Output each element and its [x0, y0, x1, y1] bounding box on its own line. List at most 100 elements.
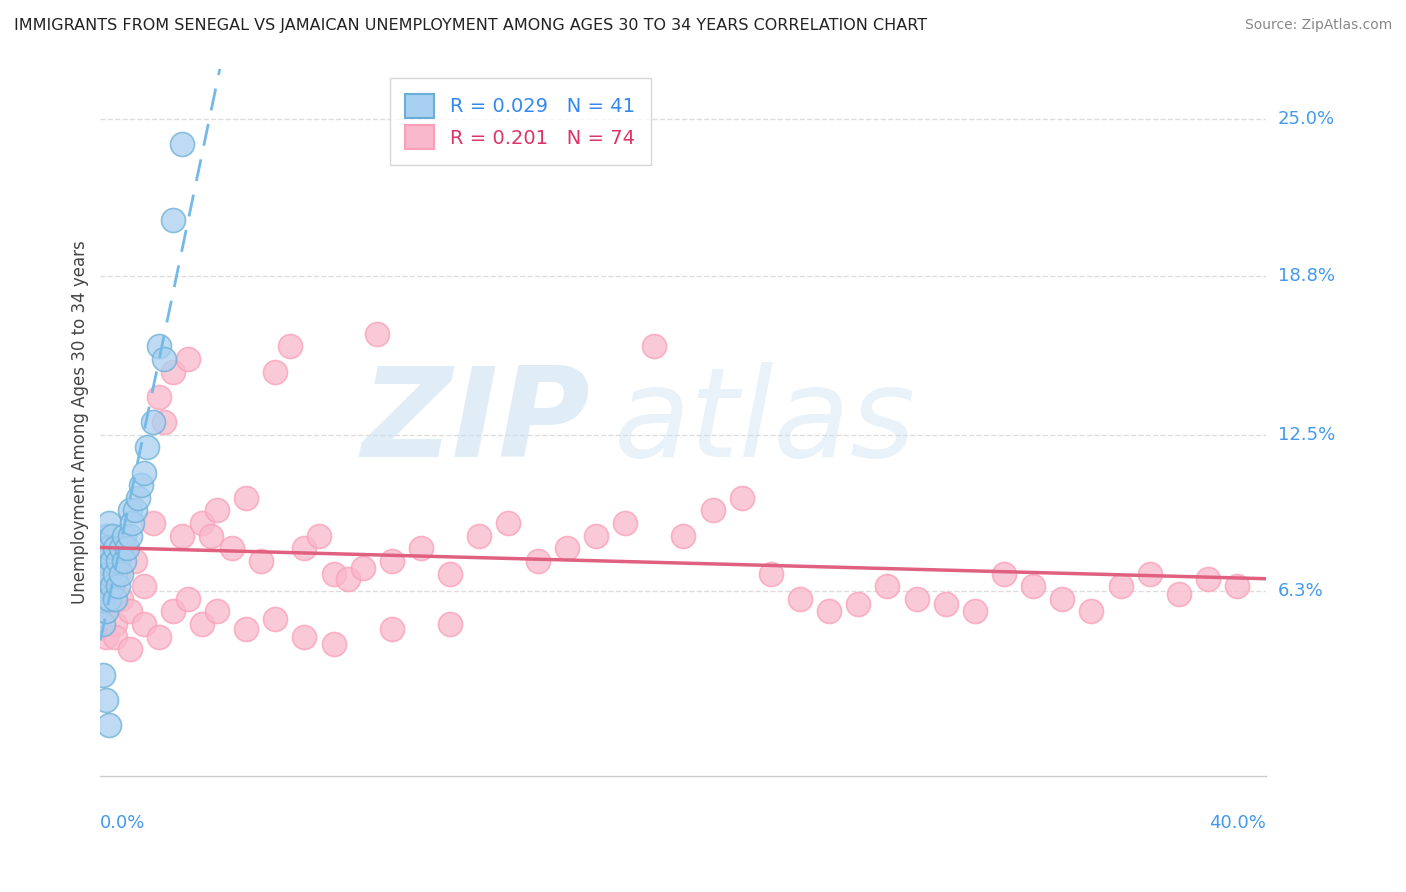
Point	[96, 604, 118, 618]
Point	[352, 561, 374, 575]
Point	[264, 364, 287, 378]
Point	[96, 528, 118, 542]
Point	[136, 440, 159, 454]
Point	[118, 604, 141, 618]
Point	[153, 351, 176, 366]
Point	[91, 591, 114, 606]
Point	[101, 528, 124, 542]
Text: IMMIGRANTS FROM SENEGAL VS JAMAICAN UNEMPLOYMENT AMONG AGES 30 TO 34 YEARS CORRE: IMMIGRANTS FROM SENEGAL VS JAMAICAN UNEM…	[14, 18, 927, 33]
Point	[409, 541, 432, 556]
Point	[98, 591, 121, 606]
Point	[107, 566, 129, 581]
Point	[191, 617, 214, 632]
Point	[153, 415, 176, 429]
Point	[96, 554, 118, 568]
Point	[935, 597, 957, 611]
Point	[963, 604, 986, 618]
Point	[98, 516, 121, 530]
Text: 18.8%: 18.8%	[1278, 267, 1334, 285]
Point	[170, 528, 193, 542]
Point	[91, 667, 114, 681]
Point	[112, 541, 135, 556]
Point	[614, 516, 637, 530]
Point	[91, 604, 114, 618]
Point	[322, 637, 344, 651]
Point	[91, 617, 114, 632]
Text: 12.5%: 12.5%	[1278, 425, 1334, 443]
Point	[142, 415, 165, 429]
Point	[110, 591, 132, 606]
Point	[672, 528, 695, 542]
Point	[1139, 566, 1161, 581]
Point	[221, 541, 243, 556]
Point	[731, 491, 754, 505]
Point	[308, 528, 330, 542]
Point	[104, 566, 127, 581]
Point	[759, 566, 782, 581]
Point	[439, 617, 461, 632]
Point	[337, 572, 360, 586]
Point	[555, 541, 578, 556]
Point	[104, 591, 127, 606]
Point	[200, 528, 222, 542]
Point	[1197, 572, 1219, 586]
Point	[112, 528, 135, 542]
Point	[98, 579, 121, 593]
Point	[366, 326, 388, 341]
Y-axis label: Unemployment Among Ages 30 to 34 years: Unemployment Among Ages 30 to 34 years	[72, 240, 89, 604]
Point	[132, 466, 155, 480]
Point	[177, 351, 200, 366]
Point	[118, 503, 141, 517]
Point	[104, 630, 127, 644]
Point	[148, 630, 170, 644]
Point	[118, 528, 141, 542]
Point	[98, 566, 121, 581]
Point	[124, 554, 146, 568]
Point	[121, 516, 143, 530]
Point	[96, 579, 118, 593]
Point	[132, 617, 155, 632]
Point	[1022, 579, 1045, 593]
Text: 0.0%: 0.0%	[100, 814, 146, 832]
Point	[132, 579, 155, 593]
Point	[112, 554, 135, 568]
Point	[96, 630, 118, 644]
Point	[110, 566, 132, 581]
Point	[104, 541, 127, 556]
Point	[468, 528, 491, 542]
Point	[876, 579, 898, 593]
Point	[148, 390, 170, 404]
Point	[381, 554, 404, 568]
Point	[177, 591, 200, 606]
Point	[91, 566, 114, 581]
Text: 6.3%: 6.3%	[1278, 582, 1323, 600]
Point	[110, 541, 132, 556]
Point	[294, 630, 316, 644]
Point	[205, 604, 228, 618]
Point	[205, 503, 228, 517]
Point	[162, 364, 184, 378]
Point	[294, 541, 316, 556]
Point	[107, 554, 129, 568]
Point	[191, 516, 214, 530]
Text: ZIP: ZIP	[361, 361, 591, 483]
Point	[107, 579, 129, 593]
Point	[585, 528, 607, 542]
Point	[643, 339, 665, 353]
Point	[818, 604, 841, 618]
Point	[129, 478, 152, 492]
Point	[98, 541, 121, 556]
Point	[322, 566, 344, 581]
Point	[264, 612, 287, 626]
Point	[235, 491, 257, 505]
Point	[115, 541, 138, 556]
Point	[1080, 604, 1102, 618]
Point	[98, 718, 121, 732]
Point	[127, 491, 149, 505]
Point	[1226, 579, 1249, 593]
Point	[170, 137, 193, 152]
Point	[439, 566, 461, 581]
Text: Source: ZipAtlas.com: Source: ZipAtlas.com	[1244, 18, 1392, 32]
Point	[91, 541, 114, 556]
Point	[104, 617, 127, 632]
